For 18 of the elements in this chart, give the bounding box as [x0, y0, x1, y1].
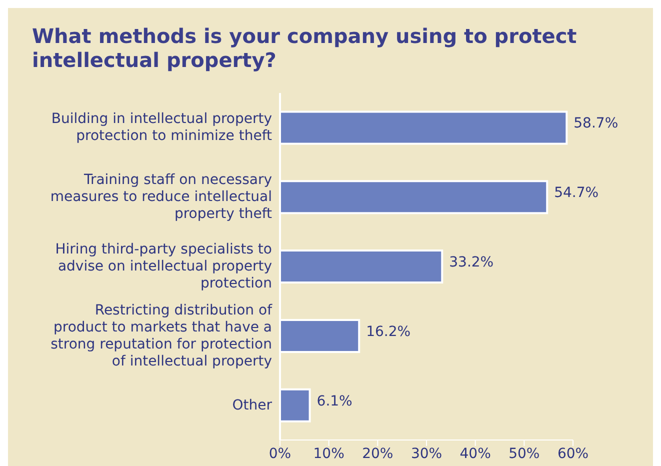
- x-tick-label: 0%: [268, 446, 292, 462]
- data-label: 33.2%: [449, 254, 494, 271]
- data-label: 58.7%: [574, 116, 618, 132]
- x-tick-label: 30%: [410, 446, 442, 462]
- data-label: 54.7%: [554, 185, 599, 202]
- chart-title: What methods is your company using to protect intellectual property?: [32, 24, 578, 72]
- y-tick-label: Hiring third-party specialists to advise on intellectual property protection: [55, 242, 272, 292]
- x-tick-label: 50%: [508, 446, 540, 462]
- y-tick-label: Other: [232, 397, 272, 414]
- data-label: 16.2%: [366, 324, 411, 340]
- x-tick-label: 20%: [362, 446, 394, 462]
- x-tick-label: 40%: [460, 446, 491, 462]
- x-tick-label: 10%: [313, 446, 344, 462]
- x-tick-label: 60%: [557, 446, 589, 462]
- data-label: 6.1%: [316, 393, 352, 410]
- y-tick-label: Training staff on necessary measures to reduce intellectual property theft: [50, 172, 273, 222]
- y-tick-label: Building in intellectual property protection to minimize theft: [51, 111, 272, 144]
- y-tick-label: Restricting distribution of product to markets that have a strong reputation for protection of intellectual property: [50, 302, 274, 370]
